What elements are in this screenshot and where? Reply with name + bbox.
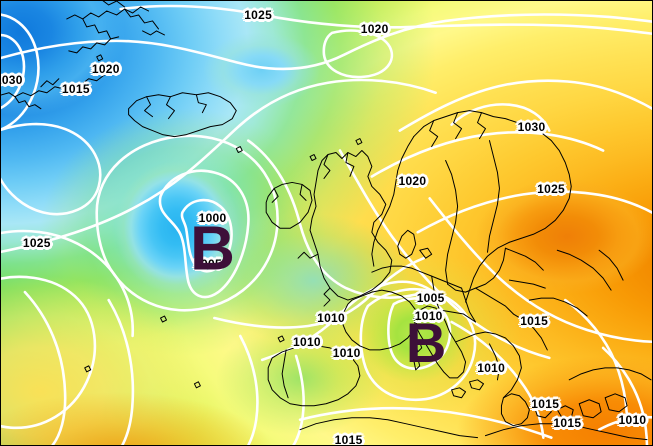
low-core-north-sea: [202, 32, 320, 108]
isobar-label: 1015: [61, 82, 90, 97]
isobar-label: 1015: [553, 416, 582, 431]
isobar-label: 1025: [244, 7, 273, 22]
isobar-label: 1030: [1, 72, 23, 87]
isobar-label: 1010: [293, 335, 321, 350]
isobar-label: 1025: [22, 235, 51, 250]
isobar-label: 1015: [334, 433, 363, 446]
isobar-label: 1000: [198, 211, 227, 226]
isobar-label: 1010: [332, 346, 361, 361]
isobar-label: 1010: [414, 308, 443, 323]
isobar-label: 1015: [520, 313, 549, 328]
isobar-label: 1010: [317, 311, 345, 326]
isobar-label: 1030: [517, 119, 546, 134]
isobar-label: 1020: [360, 21, 389, 36]
isobar-label: 1025: [537, 182, 566, 197]
isobar-label: 1010: [477, 361, 506, 376]
low-pressure-marker[interactable]: B: [405, 311, 447, 375]
isobar-label: 1020: [398, 173, 427, 188]
low-pressure-marker[interactable]: B: [190, 214, 235, 284]
isobar-label: 1015: [531, 397, 560, 412]
isobar-label: 1005: [194, 257, 222, 272]
isobar-label: 1020: [91, 61, 120, 76]
isobar-label: 1010: [618, 413, 647, 428]
isobar-label: 1005: [416, 291, 445, 306]
